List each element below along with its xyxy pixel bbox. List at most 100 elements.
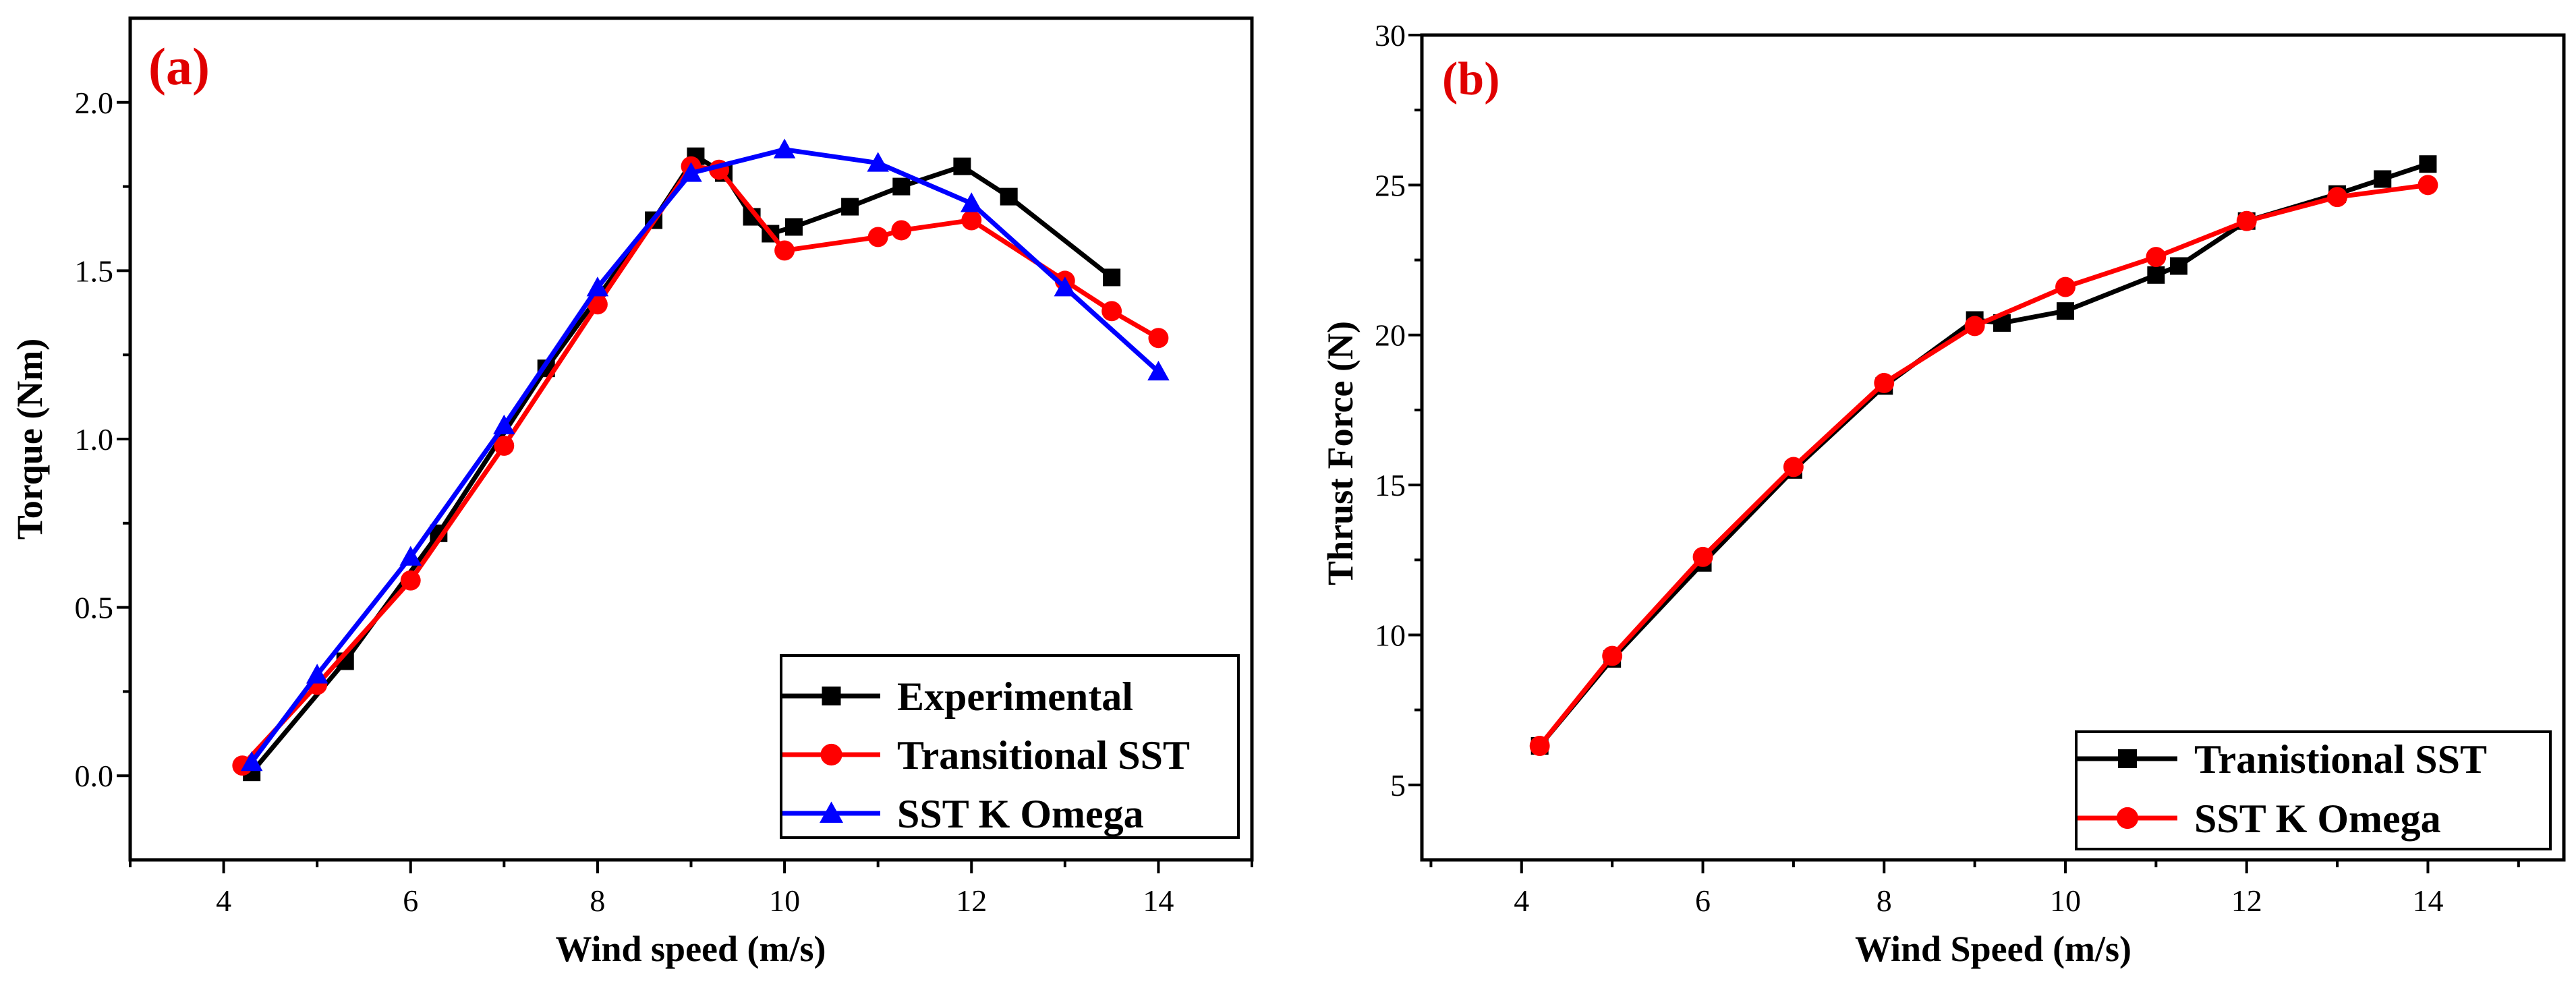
axis-ticks: 4 6 8 10 12 14 5 10 15 20 25 30 [1375, 18, 2520, 918]
panel-label-b: (b) [1442, 53, 1500, 105]
data-point [2147, 266, 2165, 284]
series-layer [232, 138, 1170, 782]
y-tick-label: 15 [1375, 468, 1406, 502]
legend-box [780, 654, 1240, 839]
data-point [1148, 328, 1169, 349]
x-axis-title: Wind speed (m/s) [555, 929, 826, 969]
y-axis-title: Thrust Force (N) [1320, 321, 1361, 585]
x-tick-label: 8 [590, 883, 605, 918]
data-point [240, 751, 263, 772]
x-tick-label: 4 [216, 883, 231, 918]
panel-label-a: (a) [148, 37, 210, 96]
data-point [774, 240, 795, 261]
x-tick-label: 10 [769, 883, 800, 918]
chart-panel-b: 4 6 8 10 12 14 5 10 15 20 25 30 (b) Wind Speed (m/s… [1320, 18, 2566, 969]
x-axis-title: Wind Speed (m/s) [1855, 929, 2131, 969]
x-tick-label: 10 [2050, 883, 2081, 918]
legend-label: SST K Omega [897, 792, 1144, 836]
data-point [1692, 546, 1713, 567]
legend-marker [822, 687, 841, 705]
legend-entry-sst-k-omega: SST K Omega [782, 792, 1144, 836]
data-point [1874, 372, 1895, 393]
data-point [1147, 360, 1170, 381]
y-axis-title: Torque (Nm) [9, 339, 50, 540]
data-point [892, 177, 911, 196]
data-point [587, 294, 608, 315]
x-tick-label: 4 [1514, 883, 1529, 918]
y-tick-label: 20 [1375, 318, 1406, 353]
data-point [891, 220, 912, 241]
legend-label: Transitional SST [897, 733, 1190, 778]
legend-label: SST K Omega [2194, 796, 2441, 841]
data-point [841, 198, 859, 216]
plot-frame [1420, 33, 2566, 862]
data-point [2236, 210, 2257, 231]
x-tick-label: 8 [1877, 883, 1892, 918]
legend-marker [820, 801, 843, 823]
data-point [1783, 457, 1804, 477]
data-point [493, 414, 515, 435]
data-point [399, 546, 422, 566]
chart-panel-a: 4 6 8 10 12 14 0.0 0.5 1.0 1.5 2.0 (a) Wind speed … [9, 16, 1254, 969]
legend: Experimental Transitional SST SST K Omeg… [780, 654, 1240, 839]
legend-label: Experimental [897, 674, 1133, 719]
legend-box [2075, 730, 2552, 850]
data-point [1101, 301, 1122, 322]
data-point [784, 218, 803, 236]
data-point [2419, 155, 2437, 173]
data-point [494, 436, 515, 456]
data-point [1602, 645, 1623, 666]
data-point [306, 664, 328, 684]
y-tick-label: 1.5 [75, 254, 114, 288]
data-point [1054, 277, 1077, 297]
y-tick-label: 10 [1375, 618, 1406, 652]
legend-marker [2116, 807, 2139, 830]
data-point [586, 277, 609, 297]
x-tick-label: 12 [2231, 883, 2262, 918]
legend-entry-sst-k-omega: SST K Omega [2078, 796, 2441, 841]
data-point [2374, 170, 2392, 188]
y-tick-label: 1.0 [75, 422, 114, 457]
data-point [400, 570, 421, 591]
legend-entry-experimental: Experimental [782, 674, 1133, 719]
data-point [2055, 277, 2076, 297]
y-tick-label: 0.5 [75, 591, 114, 625]
y-tick-label: 30 [1375, 18, 1406, 53]
data-point [1000, 187, 1018, 206]
data-point [1529, 736, 1550, 756]
data-point [2327, 187, 2348, 208]
data-point [867, 227, 888, 248]
legend-marker [820, 743, 842, 766]
y-tick-label: 25 [1375, 168, 1406, 202]
x-tick-label: 14 [1143, 883, 1174, 918]
data-point [961, 192, 983, 212]
x-tick-label: 12 [956, 883, 987, 918]
y-tick-label: 2.0 [75, 86, 114, 120]
data-point [953, 157, 971, 175]
series-line-0 [1537, 161, 2429, 748]
x-tick-label: 14 [2412, 883, 2443, 918]
legend-label: Tranistional SST [2194, 737, 2487, 782]
data-point [2169, 257, 2187, 275]
data-point [680, 162, 702, 182]
axis-ticks: 4 6 8 10 12 14 0.0 0.5 1.0 1.5 2.0 [75, 86, 1253, 918]
data-point [773, 138, 796, 158]
data-point [1103, 268, 1121, 287]
x-tick-label: 6 [1695, 883, 1711, 918]
legend-entry-tranistional-sst: Tranistional SST [2078, 737, 2487, 782]
data-point [2146, 247, 2167, 268]
data-point [2056, 302, 2074, 320]
data-point [867, 152, 889, 172]
y-tick-label: 0.0 [75, 759, 114, 793]
series-layer [1529, 155, 2438, 756]
legend: Tranistional SST SST K Omega [2075, 730, 2552, 850]
y-tick-label: 5 [1390, 768, 1406, 803]
legend-entry-transitional-sst: Transitional SST [782, 733, 1190, 778]
data-point [2417, 175, 2438, 196]
legend-marker [2118, 749, 2137, 768]
x-tick-label: 6 [403, 883, 418, 918]
series-line-1 [1537, 182, 2428, 748]
data-point [961, 210, 982, 231]
data-point [1964, 316, 1985, 337]
